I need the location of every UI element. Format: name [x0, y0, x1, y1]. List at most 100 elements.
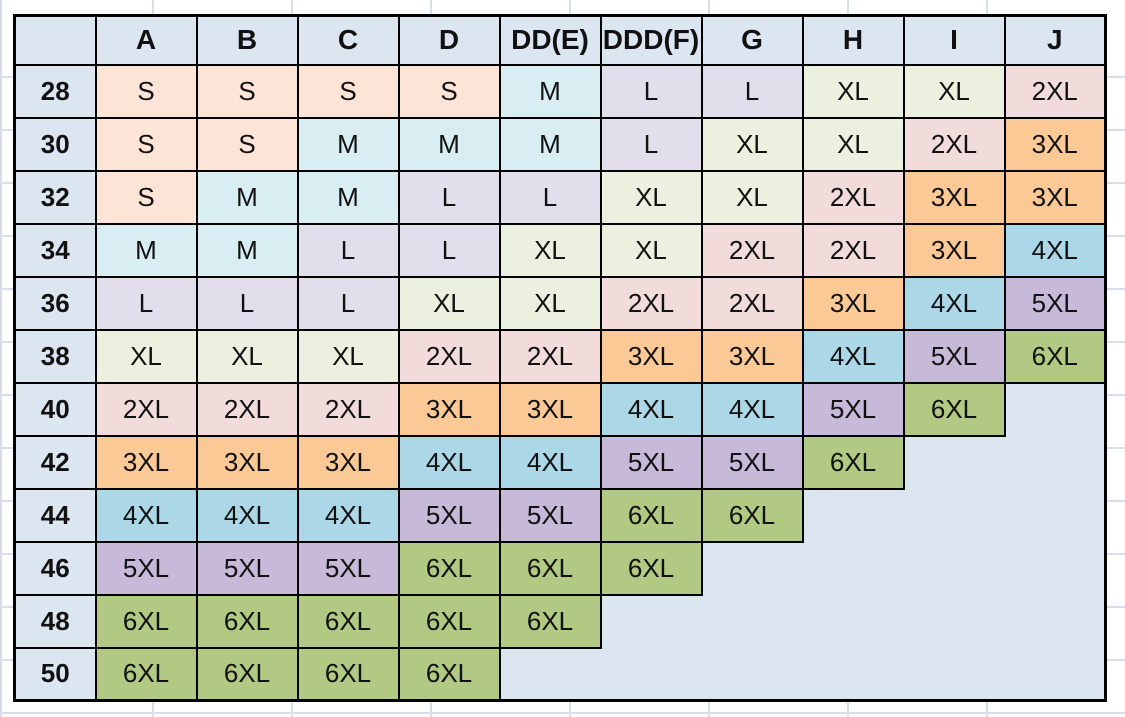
size-cell-30-B[interactable]: S — [195, 116, 299, 172]
size-cell-34-H[interactable]: 2XL — [801, 222, 905, 278]
size-cell-32-A[interactable]: S — [94, 169, 198, 225]
size-cell-28-D[interactable]: S — [397, 63, 501, 119]
size-cell-30-G[interactable]: XL — [700, 116, 804, 172]
size-cell-46-DDD(F)[interactable]: 6XL — [599, 540, 703, 596]
size-cell-28-DD(E)[interactable]: M — [498, 63, 602, 119]
column-header-H[interactable]: H — [801, 14, 905, 66]
size-cell-48-DD(E)[interactable]: 6XL — [498, 593, 602, 649]
size-cell-36-J[interactable]: 5XL — [1003, 275, 1107, 331]
size-cell-32-D[interactable]: L — [397, 169, 501, 225]
row-header-38[interactable]: 38 — [13, 328, 97, 384]
size-cell-50-D[interactable]: 6XL — [397, 646, 501, 702]
empty-cell[interactable] — [903, 488, 1005, 542]
size-cell-40-B[interactable]: 2XL — [195, 381, 299, 437]
empty-cell[interactable] — [1004, 541, 1106, 595]
size-cell-38-J[interactable]: 6XL — [1003, 328, 1107, 384]
size-cell-32-J[interactable]: 3XL — [1003, 169, 1107, 225]
size-cell-38-B[interactable]: XL — [195, 328, 299, 384]
size-cell-36-DD(E)[interactable]: XL — [498, 275, 602, 331]
size-cell-40-I[interactable]: 6XL — [902, 381, 1006, 437]
size-cell-36-A[interactable]: L — [94, 275, 198, 331]
size-cell-30-DDD(F)[interactable]: L — [599, 116, 703, 172]
size-cell-32-G[interactable]: XL — [700, 169, 804, 225]
size-cell-34-G[interactable]: 2XL — [700, 222, 804, 278]
size-cell-46-A[interactable]: 5XL — [94, 540, 198, 596]
column-header-DDD(F)[interactable]: DDD(F) — [599, 14, 703, 66]
size-cell-28-G[interactable]: L — [700, 63, 804, 119]
column-header-D[interactable]: D — [397, 14, 501, 66]
size-cell-34-B[interactable]: M — [195, 222, 299, 278]
size-cell-38-DDD(F)[interactable]: 3XL — [599, 328, 703, 384]
size-cell-28-H[interactable]: XL — [801, 63, 905, 119]
size-cell-46-DD(E)[interactable]: 6XL — [498, 540, 602, 596]
size-cell-32-H[interactable]: 2XL — [801, 169, 905, 225]
size-cell-34-J[interactable]: 4XL — [1003, 222, 1107, 278]
size-cell-40-A[interactable]: 2XL — [94, 381, 198, 437]
size-cell-38-I[interactable]: 5XL — [902, 328, 1006, 384]
size-cell-42-B[interactable]: 3XL — [195, 434, 299, 490]
column-header-DD(E)[interactable]: DD(E) — [498, 14, 602, 66]
size-cell-42-DDD(F)[interactable]: 5XL — [599, 434, 703, 490]
row-header-28[interactable]: 28 — [13, 63, 97, 119]
row-header-50[interactable]: 50 — [13, 646, 97, 702]
size-cell-44-DDD(F)[interactable]: 6XL — [599, 487, 703, 543]
size-cell-36-G[interactable]: 2XL — [700, 275, 804, 331]
empty-cell[interactable] — [1004, 488, 1106, 542]
size-cell-40-DDD(F)[interactable]: 4XL — [599, 381, 703, 437]
size-cell-30-I[interactable]: 2XL — [902, 116, 1006, 172]
size-cell-32-C[interactable]: M — [296, 169, 400, 225]
size-cell-50-C[interactable]: 6XL — [296, 646, 400, 702]
empty-cell[interactable] — [600, 647, 702, 701]
size-cell-28-I[interactable]: XL — [902, 63, 1006, 119]
size-cell-42-A[interactable]: 3XL — [94, 434, 198, 490]
size-cell-28-B[interactable]: S — [195, 63, 299, 119]
empty-cell[interactable] — [802, 647, 904, 701]
empty-cell[interactable] — [1004, 594, 1106, 648]
size-cell-34-I[interactable]: 3XL — [902, 222, 1006, 278]
empty-cell[interactable] — [802, 488, 904, 542]
size-cell-46-C[interactable]: 5XL — [296, 540, 400, 596]
size-cell-48-A[interactable]: 6XL — [94, 593, 198, 649]
size-cell-36-D[interactable]: XL — [397, 275, 501, 331]
size-cell-42-DD(E)[interactable]: 4XL — [498, 434, 602, 490]
size-cell-36-H[interactable]: 3XL — [801, 275, 905, 331]
size-cell-30-J[interactable]: 3XL — [1003, 116, 1107, 172]
empty-cell[interactable] — [802, 541, 904, 595]
size-cell-40-DD(E)[interactable]: 3XL — [498, 381, 602, 437]
empty-cell[interactable] — [1004, 435, 1106, 489]
row-header-30[interactable]: 30 — [13, 116, 97, 172]
column-header-B[interactable]: B — [195, 14, 299, 66]
empty-cell[interactable] — [600, 594, 702, 648]
size-cell-38-H[interactable]: 4XL — [801, 328, 905, 384]
column-header-I[interactable]: I — [902, 14, 1006, 66]
size-cell-30-DD(E)[interactable]: M — [498, 116, 602, 172]
size-cell-50-A[interactable]: 6XL — [94, 646, 198, 702]
size-cell-28-C[interactable]: S — [296, 63, 400, 119]
size-cell-44-A[interactable]: 4XL — [94, 487, 198, 543]
size-cell-30-A[interactable]: S — [94, 116, 198, 172]
size-cell-30-H[interactable]: XL — [801, 116, 905, 172]
empty-cell[interactable] — [802, 594, 904, 648]
size-cell-32-I[interactable]: 3XL — [902, 169, 1006, 225]
size-cell-28-DDD(F)[interactable]: L — [599, 63, 703, 119]
size-cell-38-DD(E)[interactable]: 2XL — [498, 328, 602, 384]
empty-cell[interactable] — [903, 541, 1005, 595]
column-header-G[interactable]: G — [700, 14, 804, 66]
size-cell-34-C[interactable]: L — [296, 222, 400, 278]
size-cell-32-DD(E)[interactable]: L — [498, 169, 602, 225]
size-cell-48-D[interactable]: 6XL — [397, 593, 501, 649]
size-cell-36-B[interactable]: L — [195, 275, 299, 331]
size-cell-34-D[interactable]: L — [397, 222, 501, 278]
empty-cell[interactable] — [1004, 382, 1106, 436]
size-cell-42-C[interactable]: 3XL — [296, 434, 400, 490]
empty-cell[interactable] — [701, 541, 803, 595]
size-cell-44-D[interactable]: 5XL — [397, 487, 501, 543]
size-cell-42-G[interactable]: 5XL — [700, 434, 804, 490]
size-cell-42-D[interactable]: 4XL — [397, 434, 501, 490]
row-header-46[interactable]: 46 — [13, 540, 97, 596]
size-cell-30-D[interactable]: M — [397, 116, 501, 172]
size-cell-38-G[interactable]: 3XL — [700, 328, 804, 384]
row-header-48[interactable]: 48 — [13, 593, 97, 649]
size-cell-40-H[interactable]: 5XL — [801, 381, 905, 437]
size-cell-38-C[interactable]: XL — [296, 328, 400, 384]
